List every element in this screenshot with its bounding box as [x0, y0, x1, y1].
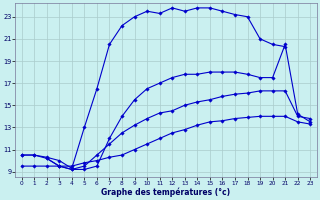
X-axis label: Graphe des températures (°c): Graphe des températures (°c) — [101, 187, 230, 197]
